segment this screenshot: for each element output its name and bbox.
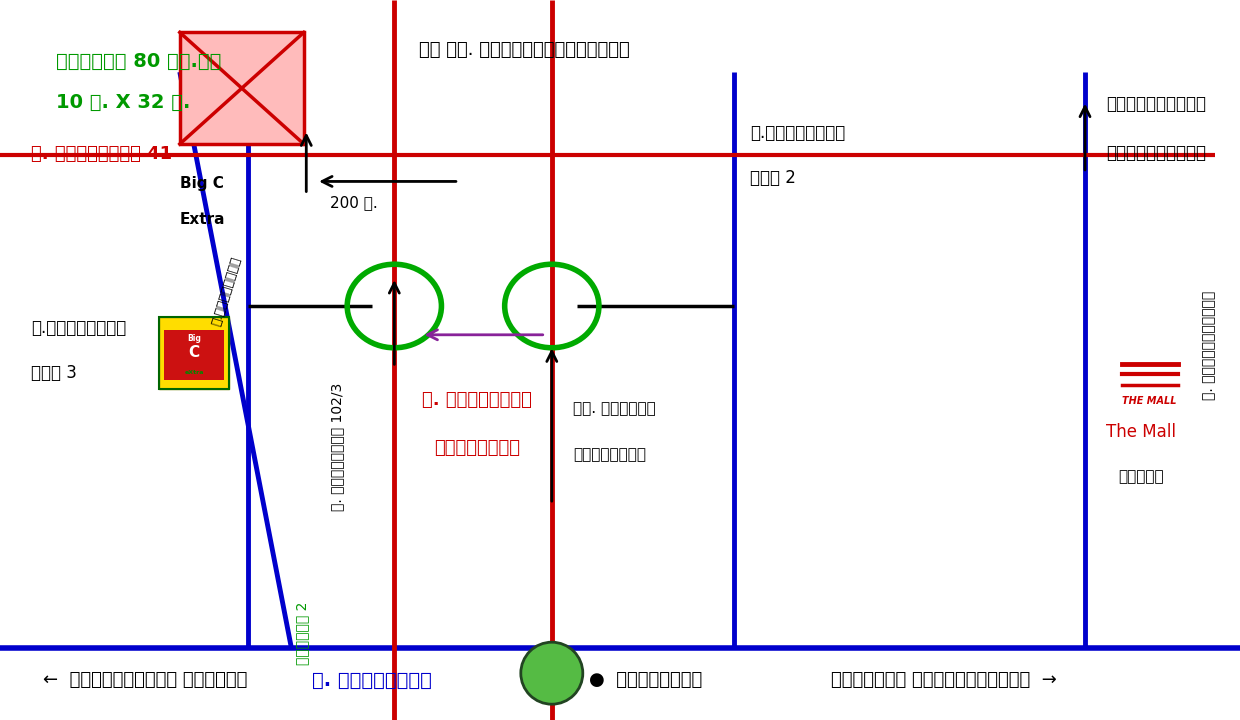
Text: ถ.เพชรเกษม: ถ.เพชรเกษม <box>211 256 243 328</box>
Bar <box>164 330 224 380</box>
Text: ถ.พุทธมณฑล: ถ.พุทธมณฑล <box>31 318 126 337</box>
Bar <box>159 317 229 389</box>
Bar <box>180 32 304 144</box>
Text: ถ.พุทธมณฑล: ถ.พุทธมณฑล <box>750 125 846 143</box>
Bar <box>159 317 229 389</box>
Text: ซ. เศรษฐกิจ 41: ซ. เศรษฐกิจ 41 <box>31 145 172 163</box>
Ellipse shape <box>521 642 583 704</box>
Text: ซ. เพชรเกษม 102/3: ซ. เพชรเกษม 102/3 <box>330 382 345 510</box>
Text: ←  ไปอ้อมน้อย นครปฐม: ← ไปอ้อมน้อย นครปฐม <box>43 671 248 690</box>
Text: 10 ม. X 32 ม.: 10 ม. X 32 ม. <box>56 93 190 112</box>
Text: eXtra: eXtra <box>185 371 203 375</box>
Text: Big: Big <box>187 334 201 343</box>
Text: ไปบางใหญ่ๆ: ไปบางใหญ่ๆ <box>1106 96 1207 114</box>
Text: แยกที่ 2: แยกที่ 2 <box>295 602 310 665</box>
Text: The Mall: The Mall <box>1106 423 1176 441</box>
Text: Big C: Big C <box>180 176 224 191</box>
Text: รร. อนุบาล: รร. อนุบาล <box>573 401 656 415</box>
Text: สาย 3: สาย 3 <box>31 364 77 382</box>
Text: ถ. เพชรเกษม: ถ. เพชรเกษม <box>312 671 432 690</box>
Text: ไป รร. อัสสัมชัญนบุรี: ไป รร. อัสสัมชัญนบุรี <box>419 42 630 60</box>
Text: สาย 2: สาย 2 <box>750 169 796 187</box>
Text: ●  สัญญาณไฟ: ● สัญญาณไฟ <box>589 671 702 690</box>
Text: ซ. หมู่บ้าน: ซ. หมู่บ้าน <box>423 390 532 409</box>
Text: เด่นหล้า: เด่นหล้า <box>573 448 646 462</box>
Text: Extra: Extra <box>180 212 224 227</box>
Text: 200 ม.: 200 ม. <box>330 196 377 210</box>
Text: THE MALL: THE MALL <box>1122 396 1177 406</box>
Text: เศรษฐกิจ: เศรษฐกิจ <box>434 439 521 457</box>
Text: บางแค: บางแค <box>1118 469 1163 484</box>
Text: สุพรรณบุรี: สุพรรณบุรี <box>1106 144 1207 162</box>
Text: ไปบางแค วงเวียนใหญ่  →: ไปบางแค วงเวียนใหญ่ → <box>831 671 1056 690</box>
Text: ที่ดิน 80 ตร.วา: ที่ดิน 80 ตร.วา <box>56 52 221 71</box>
Text: C: C <box>188 346 200 360</box>
Text: ถ. กาญจนาภิเษก: ถ. กาญจนาภิเษก <box>1202 291 1216 400</box>
